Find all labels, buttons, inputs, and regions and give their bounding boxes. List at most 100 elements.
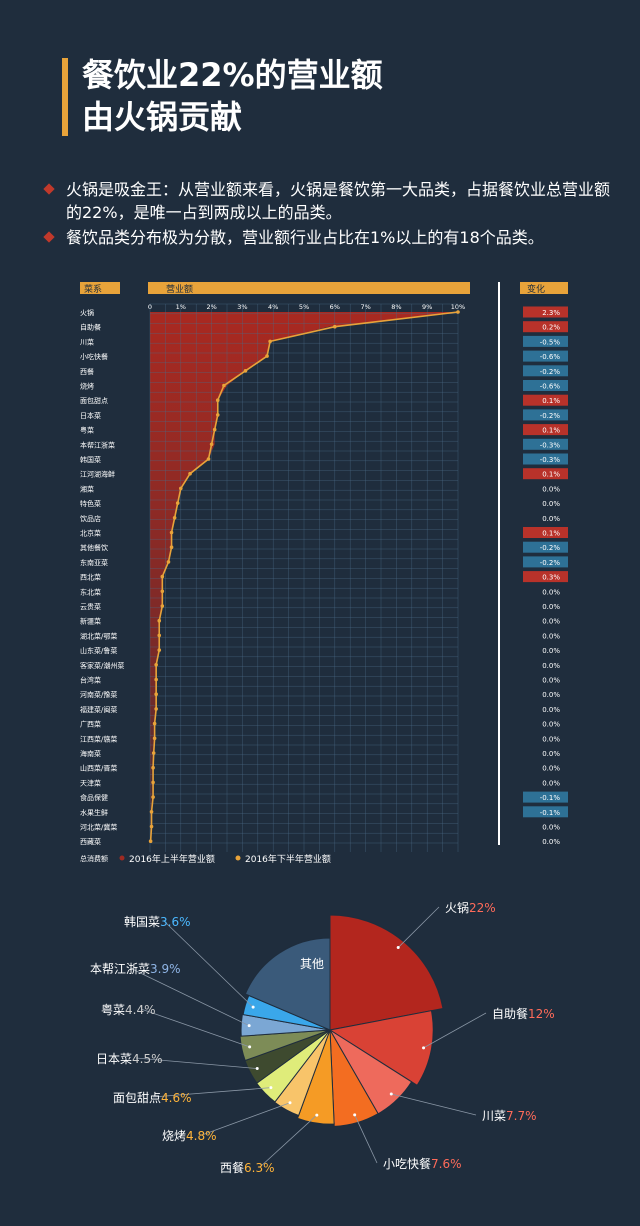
value-header: 营业额	[166, 283, 193, 295]
pie-leader-dot	[247, 1024, 251, 1028]
pie-leader-line	[397, 906, 440, 948]
category-label: 自助餐	[80, 323, 101, 332]
series-point	[160, 604, 165, 608]
change-value: -0.1%	[540, 809, 561, 817]
pie-slice	[329, 1029, 379, 1127]
series-point	[456, 310, 460, 314]
change-value: 0.0%	[542, 500, 560, 508]
change-value: -0.2%	[540, 544, 561, 552]
pie-label-name: 火锅	[445, 900, 469, 915]
pie-label-value: 12%	[528, 1007, 555, 1021]
pie-label-name: 烧烤	[162, 1128, 186, 1143]
series-point	[160, 589, 165, 594]
category-label: 台湾菜	[80, 676, 101, 685]
pie-label-value: 3.6%	[160, 915, 191, 929]
series-point	[151, 795, 155, 799]
category-label: 湖北菜/鄂菜	[80, 631, 117, 640]
legend-marker-h2	[235, 855, 241, 861]
change-value: 0.0%	[542, 662, 560, 670]
series-point	[151, 751, 156, 755]
pie-label-name: 川菜	[482, 1109, 506, 1123]
pie-label: 西餐6.3%	[220, 1160, 275, 1175]
title-line-2: 由火锅贡献	[82, 98, 243, 136]
value-header-bg	[148, 282, 470, 294]
change-value: -0.6%	[540, 383, 561, 391]
series-point	[215, 398, 220, 403]
change-value: 0.0%	[542, 677, 560, 685]
category-label: 湘菜	[80, 484, 94, 493]
category-label: 福建菜/闽菜	[80, 705, 117, 714]
pie-label-value: 22%	[469, 901, 496, 915]
pie-leader-line	[140, 1008, 250, 1048]
category-label: 河南菜/豫菜	[80, 690, 117, 699]
pie-slice	[296, 1029, 335, 1125]
pie-label-name: 自助餐	[492, 1006, 528, 1021]
change-badge	[523, 424, 568, 436]
category-label: 东北菜	[80, 587, 101, 596]
change-value: 0.0%	[542, 735, 560, 743]
pie-label: 小吃快餐7.6%	[383, 1156, 462, 1171]
series-point	[212, 427, 217, 432]
pie-label: 火锅22%	[445, 900, 496, 915]
series-point	[154, 707, 158, 711]
series-point	[175, 501, 180, 505]
pie-label: 本帮江浙菜3.9%	[90, 962, 181, 976]
change-value: -0.1%	[540, 794, 561, 802]
change-value: 0.0%	[542, 824, 560, 832]
pie-leader-line	[201, 1102, 291, 1136]
pie-label-name: 粤菜	[101, 1002, 125, 1017]
series-point	[209, 442, 214, 447]
series-point	[268, 339, 272, 344]
pie-leader-dot	[422, 1046, 426, 1050]
series-point	[151, 780, 155, 785]
series-point	[166, 560, 171, 564]
pie-label: 川菜7.7%	[482, 1109, 537, 1123]
pie-label-name: 韩国菜	[124, 914, 160, 929]
change-value: 0.0%	[542, 515, 560, 523]
change-value: 0.1%	[542, 530, 560, 538]
pie-label-value: 7.6%	[431, 1157, 462, 1171]
pie-slice	[244, 937, 331, 1031]
change-badge	[523, 453, 568, 465]
pie-label: 日本菜4.5%	[96, 1052, 163, 1066]
change-value: 0.2%	[542, 324, 560, 332]
change-badge	[523, 438, 568, 450]
category-label: 云贵菜	[80, 602, 101, 611]
change-value: 0.0%	[542, 779, 560, 787]
pie-slice	[328, 1010, 434, 1087]
pie-label-value: 4.5%	[132, 1052, 163, 1066]
pie-leader-line	[163, 920, 254, 1008]
category-label: 食品保健	[80, 793, 108, 802]
pie-leader-dot	[353, 1113, 357, 1117]
series-point	[152, 736, 157, 741]
pie-leader-line	[354, 1114, 378, 1164]
pie-leader-dot	[315, 1113, 319, 1117]
category-header: 菜系	[84, 283, 102, 295]
change-value: 0.1%	[542, 397, 560, 405]
category-label: 粤菜	[80, 426, 94, 435]
pie-label: 其他	[300, 957, 324, 971]
category-label: 北京菜	[80, 529, 101, 538]
category-label: 小吃快餐	[80, 352, 108, 361]
category-label: 水果生鲜	[80, 808, 108, 817]
pie-leader-line	[423, 1012, 487, 1049]
change-value: 0.0%	[542, 765, 560, 773]
series-point	[157, 618, 162, 623]
category-label: 特色菜	[80, 499, 101, 508]
change-badge	[523, 335, 568, 347]
change-header-bg	[520, 282, 568, 294]
pie-label-name: 西餐	[220, 1160, 244, 1175]
change-value: 0.0%	[542, 750, 560, 758]
pie-leader-line	[129, 967, 250, 1027]
change-value: 0.0%	[542, 838, 560, 846]
change-value: 0.0%	[542, 588, 560, 596]
change-value: -0.2%	[540, 412, 561, 420]
category-label: 日本菜	[80, 411, 101, 420]
series-point	[154, 663, 158, 667]
change-value: 0.1%	[542, 471, 560, 479]
pie-leader-dot	[396, 946, 400, 950]
change-badge	[523, 791, 568, 803]
change-value: -0.2%	[540, 368, 561, 376]
pie-label-name: 其他	[300, 957, 324, 971]
series-point	[154, 677, 158, 682]
